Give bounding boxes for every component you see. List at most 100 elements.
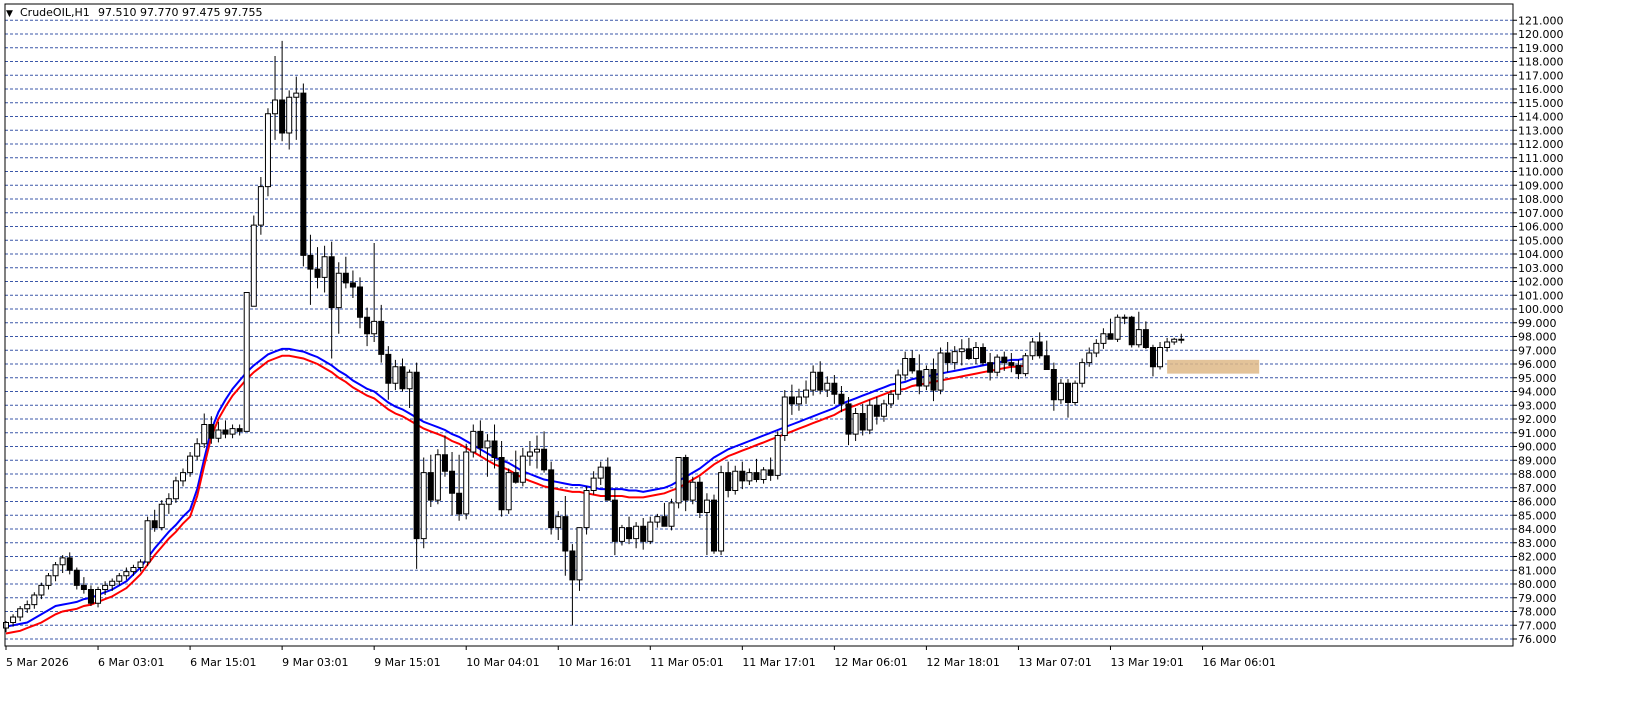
candle (180, 468, 186, 487)
candle-body-down (831, 382, 838, 395)
candle-body-down (449, 470, 456, 494)
menu-chevron-icon[interactable]: ▼ (6, 9, 13, 19)
candle (725, 461, 732, 498)
price-tick-label: 94.000 (1518, 386, 1557, 399)
time-tick-label: 9 Mar 03:01 (282, 656, 348, 669)
candle (80, 577, 87, 594)
candle-body-down (222, 429, 229, 435)
candle-body-down (441, 454, 448, 472)
candle (378, 304, 385, 363)
candle (229, 424, 236, 439)
price-tick-label: 103.000 (1518, 262, 1564, 275)
candle-body-up (1100, 333, 1107, 344)
candle-body-up (52, 564, 59, 577)
candle (215, 421, 222, 443)
price-tick-label: 85.000 (1518, 509, 1557, 522)
candlesticks (3, 40, 1185, 633)
candle (1057, 379, 1064, 404)
candle (703, 493, 710, 556)
candle-body-up (810, 371, 817, 391)
candle (279, 40, 286, 142)
candle-body-down (1043, 355, 1050, 370)
time-tick-label: 11 Mar 17:01 (742, 656, 815, 669)
candle (1072, 380, 1079, 406)
candle (123, 567, 130, 580)
candle-body-down (1050, 369, 1057, 401)
candle-body-up (923, 369, 930, 387)
support-zone (1167, 359, 1260, 374)
time-tick-label: 10 Mar 04:01 (466, 656, 539, 669)
candle-body-down (73, 569, 80, 586)
candle-body-up (201, 424, 208, 445)
candle-body-down (456, 492, 463, 515)
candle-body-down (838, 393, 845, 405)
candle (194, 438, 201, 461)
candle (243, 292, 250, 432)
grid-lines (5, 19, 1513, 640)
candle-body-up (1029, 341, 1036, 357)
candle-body-down (1036, 341, 1043, 357)
price-tick-label: 108.000 (1518, 193, 1564, 206)
candle (413, 362, 420, 569)
candle (463, 443, 470, 520)
candle (647, 516, 654, 545)
candle (1008, 353, 1015, 373)
time-tick-label: 12 Mar 06:01 (834, 656, 907, 669)
candle (1100, 328, 1107, 349)
candle (349, 270, 356, 298)
candle-body-down (859, 413, 866, 431)
candle (1135, 311, 1142, 348)
price-axis[interactable]: 76.00077.00078.00079.00080.00081.00082.0… (1513, 14, 1564, 646)
candle (732, 465, 739, 495)
price-tick-label: 87.000 (1518, 482, 1557, 495)
support-zone-rect (1167, 359, 1260, 374)
candle-body-down (1142, 329, 1149, 348)
candle-body-up (1022, 355, 1029, 375)
candle (795, 388, 802, 411)
candle-body-up (1093, 342, 1100, 354)
candle (116, 573, 123, 586)
candle (781, 390, 788, 441)
candle (477, 420, 484, 457)
candle-body-down (916, 370, 923, 387)
candle (73, 567, 80, 590)
candle-body-down (930, 369, 937, 391)
candle (441, 435, 448, 477)
candle-body-down (725, 472, 732, 491)
candle (519, 447, 526, 487)
candle (852, 408, 859, 441)
candle (1065, 379, 1071, 418)
time-axis[interactable]: 5 Mar 2026 6 Mar 03:01 6 Mar 15:01 9 Mar 03… (5, 646, 1276, 669)
candle (172, 476, 179, 503)
candle (364, 307, 371, 347)
candle-body-down (845, 403, 852, 435)
candle (746, 468, 753, 485)
candle (59, 555, 66, 573)
price-tick-label: 86.000 (1518, 496, 1557, 509)
candle-body-down (562, 516, 569, 552)
candle-body-down (328, 256, 335, 309)
candle-body-down (413, 371, 420, 540)
candle (335, 262, 342, 334)
candle-body-up (824, 382, 831, 391)
candle-body-up (229, 428, 236, 435)
candle (321, 245, 328, 293)
candle (314, 247, 321, 289)
candle (1157, 342, 1164, 370)
candle (980, 343, 987, 366)
candle (208, 416, 215, 444)
candle (1121, 314, 1128, 325)
candle (618, 524, 625, 546)
candle-body-up (526, 451, 533, 457)
candle-body-up (703, 499, 710, 513)
time-tick-label: 13 Mar 19:01 (1110, 656, 1183, 669)
candle-body-down (427, 472, 434, 501)
candle (456, 454, 463, 521)
candle (888, 390, 894, 408)
candle (512, 450, 519, 484)
candle (1029, 337, 1036, 360)
candle-body-down (364, 316, 371, 335)
candle-body-up (583, 490, 590, 529)
